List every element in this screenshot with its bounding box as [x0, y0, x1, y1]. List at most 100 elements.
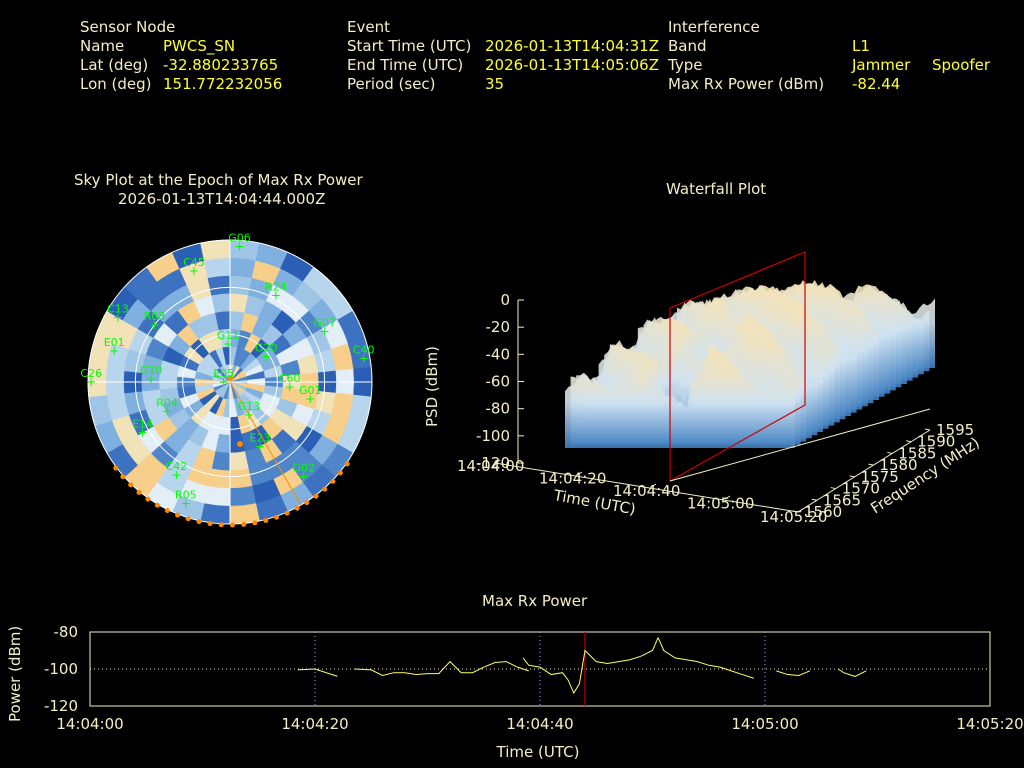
power-line-segment: [657, 637, 754, 679]
waterfall-freq-tick: [906, 440, 912, 443]
waterfall-time-tick-label: 14:04:20: [539, 470, 606, 488]
satellite-marker: +: [146, 372, 156, 386]
power-x-tick-label: 14:04:20: [281, 715, 348, 733]
interference-heading: Interference: [668, 18, 760, 36]
interference-marker: [154, 502, 160, 508]
waterfall-freq-tick-label: 1560: [804, 503, 842, 521]
sky-cell: [200, 503, 231, 525]
sensor-heading: Sensor Node: [80, 18, 176, 36]
waterfall-freq-tick: [887, 451, 893, 454]
power-line-segment: [298, 668, 338, 677]
interference-marker: [185, 516, 191, 522]
waterfall-z-tick-label: -60: [486, 373, 511, 391]
interference-marker: [164, 508, 170, 514]
interference-band-label: Band: [668, 37, 707, 55]
interference-type-jammer: Jammer: [852, 56, 911, 74]
event-period-value: 35: [485, 75, 505, 93]
satellite-label: C40: [353, 343, 375, 356]
waterfall-z-tick-label: -100: [476, 427, 510, 445]
interference-marker: [227, 375, 233, 381]
power-y-tick-label: -100: [44, 660, 78, 678]
waterfall-surface-ridge: [565, 365, 795, 448]
waterfall-time-tick: [724, 495, 731, 500]
satellite-marker: +: [255, 439, 265, 453]
interference-marker: [113, 465, 119, 471]
interference-marker: [229, 522, 235, 528]
power-x-tick-label: 14:05:20: [956, 715, 1023, 733]
waterfall-freq-tick-label: 1595: [936, 421, 974, 439]
interference-marker: [136, 489, 142, 495]
waterfall-freq-tick: [924, 428, 931, 431]
waterfall-z-label: PSD (dBm): [423, 346, 441, 427]
waterfall-plot: -120 -100 -80 -60 -40 -20 0 PSD (dBm) 14:04:00 14…: [423, 251, 983, 526]
satellite-marker: +: [162, 404, 172, 418]
satellite-label: C13: [107, 302, 129, 315]
sensor-lat-label: Lat (deg): [80, 56, 149, 74]
interference-marker: [344, 461, 350, 467]
sky-cell: [203, 257, 231, 279]
sky-cell: [203, 485, 231, 507]
satellite-label: R05: [175, 489, 197, 502]
interference-marker: [263, 517, 269, 523]
event-start-value: 2026-01-13T14:04:31Z: [485, 37, 659, 55]
interference-marker: [128, 482, 134, 488]
power-y-tick-label: -120: [44, 697, 78, 715]
power-line-segment: [837, 668, 867, 677]
interference-marker: [304, 500, 310, 506]
interference-type-spoofer: Spoofer: [932, 56, 991, 74]
satellite-marker: +: [138, 425, 148, 439]
waterfall-freq-axis: [797, 429, 931, 513]
power-y-tick-label: -80: [54, 623, 79, 641]
power-title: Max Rx Power: [482, 592, 588, 610]
waterfall-freq-tick-label: 1570: [842, 480, 880, 498]
satellite-label: C26: [80, 367, 102, 380]
interference-marker: [322, 486, 328, 492]
interference-marker: [284, 510, 290, 516]
satellite-label: G06: [228, 232, 251, 245]
power-x-tick-label: 14:04:40: [506, 715, 573, 733]
satellite-label: G01: [299, 384, 322, 397]
sensor-lon-label: Lon (deg): [80, 75, 152, 93]
waterfall-time-tick-label: 14:05:20: [760, 508, 827, 526]
satellite-marker: +: [219, 375, 229, 389]
event-heading: Event: [347, 18, 390, 36]
waterfall-time-tick: [576, 471, 583, 476]
waterfall-time-axis: [494, 462, 799, 513]
power-x-tick-label: 14:05:00: [731, 715, 798, 733]
waterfall-time-tick-label: 14:04:40: [613, 482, 680, 500]
satellite-marker: +: [244, 408, 254, 422]
sensor-lat-value: -32.880233765: [163, 56, 279, 74]
waterfall-time-tick: [650, 483, 657, 488]
waterfall-z-tick-label: -120: [476, 454, 510, 472]
waterfall-z-tick-label: 0: [500, 291, 510, 309]
interference-marker: [207, 521, 213, 527]
satellite-label: E01: [104, 336, 125, 349]
sky-cell: [229, 485, 257, 507]
satellite-marker: +: [223, 337, 233, 351]
interference-marker: [252, 520, 258, 526]
waterfall-floor-edge: [669, 408, 931, 482]
skyplot-epoch: 2026-01-13T14:04:44.000Z: [118, 190, 326, 208]
satellite-label: E05: [213, 367, 234, 380]
interference-marker: [241, 521, 247, 527]
satellite-label: R04: [156, 396, 178, 409]
interference-marker: [145, 496, 151, 502]
satellite-marker: +: [285, 380, 295, 394]
power-x-label: Time (UTC): [496, 743, 580, 761]
waterfall-time-tick: [494, 459, 501, 464]
waterfall-freq-tick-label: 1590: [917, 433, 955, 451]
satellite-label: G20: [255, 342, 278, 355]
satellite-marker: +: [261, 350, 271, 364]
waterfall-freq-tick: [868, 463, 874, 466]
waterfall-freq-tick: [792, 510, 799, 513]
power-line-segment: [354, 660, 529, 677]
sky-cell: [207, 468, 231, 489]
satellite-marker: +: [86, 375, 96, 389]
waterfall-freq-tick-label: 1580: [879, 456, 917, 474]
satellite-marker: +: [234, 240, 244, 254]
waterfall-freq-tick: [811, 498, 817, 501]
satellite-label: R08: [144, 310, 166, 323]
satellite-marker: +: [271, 289, 281, 303]
